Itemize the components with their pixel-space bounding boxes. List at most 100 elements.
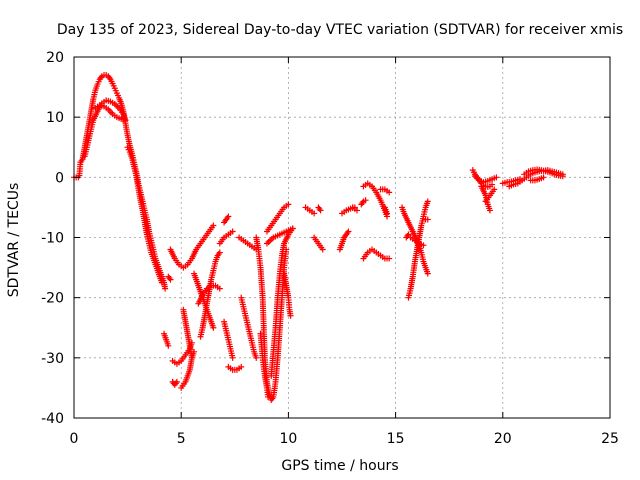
data-point: [424, 198, 431, 205]
data-point: [345, 228, 352, 235]
data-point: [362, 197, 369, 204]
data-point: [386, 255, 393, 262]
y-axis-label: SDTVAR / TECUs: [6, 183, 22, 298]
x-tick-label: 5: [177, 431, 186, 447]
data-point: [210, 324, 217, 331]
data-point: [424, 270, 431, 277]
data-point: [384, 210, 391, 217]
data-series-segment: [281, 270, 294, 319]
data-point: [225, 213, 232, 220]
data-series-segment: [257, 330, 272, 400]
axis-ticks: 0 5 10 15 20 25 -40 -30 -20 -10 0 10 20: [41, 50, 619, 447]
data-point: [420, 242, 427, 249]
data-series-segment: [161, 330, 172, 349]
data-point: [229, 228, 236, 235]
data-point: [540, 174, 547, 181]
grid-lines: [74, 57, 610, 418]
data-series-segment: [381, 204, 391, 217]
data-series-segment: [360, 180, 391, 220]
data-point: [265, 393, 272, 400]
data-series-segment: [238, 294, 260, 361]
data-point: [424, 216, 431, 223]
data-series-segment: [422, 216, 431, 223]
data-point: [493, 174, 500, 181]
data-point: [405, 231, 412, 238]
data-series-segment: [349, 204, 361, 214]
data-series-segment: [521, 166, 566, 180]
data-point: [173, 378, 180, 385]
data-point: [210, 222, 217, 229]
y-tick-label: -40: [41, 411, 64, 427]
y-tick-label: -10: [41, 231, 64, 247]
data-point: [188, 354, 195, 361]
data-point: [311, 210, 318, 217]
data-point: [491, 186, 498, 193]
x-tick-label: 25: [601, 431, 619, 447]
data-series-segment: [482, 186, 498, 205]
data-series-segment: [405, 198, 431, 301]
data-series-segment: [315, 204, 324, 214]
data-series-segment: [527, 174, 547, 184]
data-point: [253, 354, 260, 361]
data-series-segment: [221, 213, 232, 226]
data-point: [486, 207, 493, 214]
data-point: [216, 249, 223, 256]
data-point: [489, 181, 496, 188]
data-point: [354, 207, 361, 214]
data-series-segment: [180, 306, 195, 361]
data-series-segment: [407, 234, 427, 249]
y-tick-label: 20: [46, 50, 64, 66]
data-series-segment: [195, 282, 223, 307]
data-point: [238, 363, 245, 370]
x-tick-label: 10: [279, 431, 297, 447]
data-series-segment: [377, 186, 393, 196]
x-tick-label: 0: [70, 431, 79, 447]
data-point: [386, 189, 393, 196]
data-series-segment: [471, 173, 500, 186]
data-series-segment: [124, 144, 165, 286]
y-tick-label: -30: [41, 351, 64, 367]
x-tick-label: 20: [494, 431, 512, 447]
data-series-segment: [165, 273, 174, 283]
x-tick-label: 15: [387, 431, 405, 447]
data-series-segment: [358, 197, 369, 208]
data-series-segment: [311, 234, 326, 253]
data-point: [122, 117, 129, 124]
data-point: [229, 354, 236, 361]
data-point: [216, 285, 223, 292]
data-series-segment: [216, 228, 236, 247]
data-series-segment: [167, 222, 217, 271]
data-point: [559, 173, 566, 180]
x-axis-label: GPS time / hours: [281, 458, 398, 474]
data-series-segment: [263, 225, 296, 247]
data-series-segment: [169, 378, 180, 388]
y-tick-label: 0: [55, 170, 64, 186]
data-point: [319, 246, 326, 253]
data-series-segment: [221, 318, 236, 361]
data-series-segment: [92, 102, 129, 124]
data-point: [287, 312, 294, 319]
data-point: [317, 207, 324, 214]
data-point: [165, 342, 172, 349]
data-series-segment: [81, 97, 129, 160]
chart-title: Day 135 of 2023, Sidereal Day-to-day VTE…: [57, 22, 623, 38]
data-point: [285, 201, 292, 208]
y-tick-label: -20: [41, 291, 64, 307]
data-point: [167, 276, 174, 283]
data-series-segment: [225, 363, 245, 373]
data-series-segment: [263, 201, 292, 235]
data-series-segment: [71, 72, 169, 292]
data-points: [71, 72, 566, 403]
data-point: [162, 285, 169, 292]
data-series-segment: [268, 225, 296, 379]
y-tick-label: 10: [46, 110, 64, 126]
data-series-segment: [236, 234, 260, 253]
data-point: [158, 279, 165, 286]
data-point: [114, 103, 121, 110]
data-series-segment: [302, 204, 318, 217]
data-series-segment: [360, 246, 393, 262]
data-series-segment: [336, 228, 352, 253]
data-series-segment: [197, 249, 223, 340]
data-point: [289, 225, 296, 232]
